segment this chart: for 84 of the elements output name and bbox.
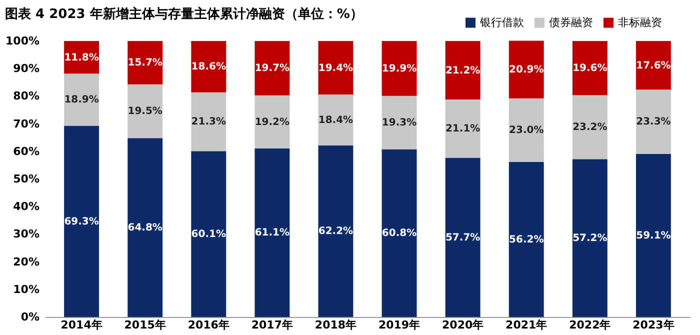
bar xyxy=(318,145,354,317)
bar xyxy=(128,84,163,138)
x-tick-label: 2017年 xyxy=(251,318,293,332)
bar xyxy=(508,98,544,162)
bar xyxy=(382,41,417,96)
text: 23.0% xyxy=(509,125,544,136)
bar xyxy=(572,159,608,317)
text: 19.7% xyxy=(254,63,290,74)
text: 21.1% xyxy=(445,124,480,135)
bar xyxy=(636,90,671,154)
bar xyxy=(318,94,354,146)
x-tick-label: 2023年 xyxy=(632,318,674,332)
bar xyxy=(445,158,480,317)
x-tick-label: 2021年 xyxy=(506,318,548,332)
text: 59.1% xyxy=(636,230,671,242)
bar xyxy=(318,41,354,95)
x-tick-label: 2016年 xyxy=(188,318,230,332)
legend-label: 银行借款 xyxy=(479,16,524,29)
bar xyxy=(636,154,671,317)
text: 19.9% xyxy=(382,63,417,74)
bar xyxy=(64,74,100,126)
text: 19.3% xyxy=(382,118,417,129)
text: 57.7% xyxy=(445,232,480,244)
bar xyxy=(191,151,226,317)
x-tick-label: 2014年 xyxy=(60,318,102,332)
bar xyxy=(128,41,163,84)
y-tick-label: 70% xyxy=(13,117,40,130)
text: 19.6% xyxy=(572,63,608,74)
x-tick-label: 2022年 xyxy=(569,318,611,332)
bar xyxy=(64,126,100,317)
bar xyxy=(128,138,163,317)
text: 62.2% xyxy=(318,226,354,238)
text: 61.1% xyxy=(254,228,290,239)
legend-label: 非标融资 xyxy=(618,16,662,29)
y-tick-label: 90% xyxy=(13,62,40,76)
bar xyxy=(191,41,226,92)
text: 64.8% xyxy=(128,222,162,234)
y-tick-label: 30% xyxy=(13,228,40,241)
y-tick-label: 0% xyxy=(20,310,40,324)
bar xyxy=(254,95,290,148)
y-tick-label: 40% xyxy=(13,200,40,214)
bar xyxy=(445,41,480,100)
bar xyxy=(254,148,290,317)
text: 60.8% xyxy=(382,228,417,240)
text: 19.4% xyxy=(318,62,354,74)
y-tick-label: 10% xyxy=(13,282,40,296)
y-tick-label: 20% xyxy=(13,255,40,268)
text: 11.8% xyxy=(64,52,99,64)
legend-label: 债券融资 xyxy=(549,16,593,29)
text: 15.7% xyxy=(128,58,162,69)
text: 60.1% xyxy=(191,229,226,240)
bar xyxy=(382,149,417,317)
bar xyxy=(636,41,671,90)
text: 23.3% xyxy=(636,116,671,128)
text: 19.2% xyxy=(254,116,290,128)
text: 56.2% xyxy=(509,234,544,246)
chart-title: 图表 4 2023 年新增主体与存量主体累计净融资（单位：%） xyxy=(5,6,363,22)
text: 23.2% xyxy=(572,122,608,134)
y-tick-label: 50% xyxy=(13,172,40,186)
bar xyxy=(572,41,608,96)
text: 19.5% xyxy=(128,106,162,118)
text: 21.2% xyxy=(445,65,480,76)
text: 17.6% xyxy=(636,60,671,72)
bar xyxy=(445,100,480,158)
x-tick-label: 2018年 xyxy=(314,318,357,332)
text: 18.4% xyxy=(318,114,354,126)
y-tick-label: 100% xyxy=(6,34,40,48)
x-tick-label: 2019年 xyxy=(378,318,420,332)
bar xyxy=(508,162,544,317)
bar xyxy=(572,95,608,160)
text: 18.9% xyxy=(64,94,99,106)
text: 21.3% xyxy=(191,116,226,128)
x-tick-label: 2020年 xyxy=(442,318,484,332)
y-tick-label: 60% xyxy=(13,144,40,158)
text: 18.6% xyxy=(191,62,226,73)
bar xyxy=(191,92,226,152)
bar xyxy=(254,41,290,96)
text: 20.9% xyxy=(509,64,544,76)
bar xyxy=(382,96,417,150)
y-tick-label: 80% xyxy=(13,90,40,103)
x-tick-label: 2015年 xyxy=(124,318,166,332)
bar xyxy=(508,40,544,98)
text: 69.3% xyxy=(64,216,99,228)
text: 57.2% xyxy=(572,233,608,244)
